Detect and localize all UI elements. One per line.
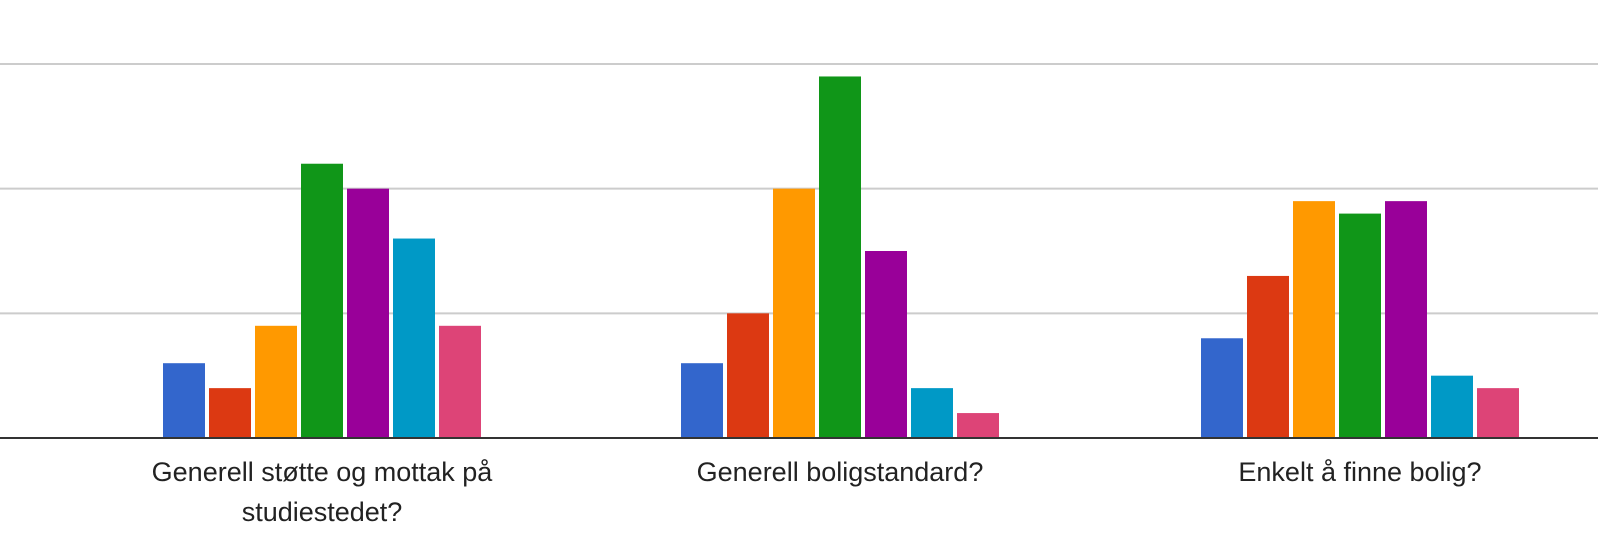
bar-cat2-series2 bbox=[727, 313, 769, 438]
bars bbox=[163, 76, 1519, 438]
bar-cat1-series3 bbox=[255, 325, 297, 438]
category-label-1-line-1: Generell støtte og mottak på bbox=[152, 457, 494, 487]
category-labels: Generell støtte og mottak på studiestedet… bbox=[152, 457, 1482, 527]
category-label-2-line-1: Generell boligstandard? bbox=[697, 457, 984, 487]
bar-cat2-series3 bbox=[773, 188, 815, 438]
category-label-3-line-1: Enkelt å finne bolig? bbox=[1238, 457, 1481, 487]
bar-cat2-series6 bbox=[911, 388, 953, 438]
category-label-3: Enkelt å finne bolig? bbox=[1238, 457, 1481, 487]
bar-cat2-series5 bbox=[865, 251, 907, 438]
bar-cat1-series4 bbox=[301, 163, 343, 438]
category-label-1-line-2: studiestedet? bbox=[242, 497, 403, 527]
bar-cat1-series2 bbox=[209, 388, 251, 438]
bar-cat3-series5 bbox=[1385, 201, 1427, 438]
bar-cat3-series2 bbox=[1247, 275, 1289, 438]
bar-cat3-series4 bbox=[1339, 213, 1381, 438]
bar-cat3-series3 bbox=[1293, 201, 1335, 438]
bar-cat2-series7 bbox=[957, 413, 999, 438]
bar-cat3-series6 bbox=[1431, 375, 1473, 438]
bar-cat3-series1 bbox=[1201, 338, 1243, 438]
bar-cat1-series7 bbox=[439, 325, 481, 438]
bar-cat2-series4 bbox=[819, 76, 861, 438]
category-label-2: Generell boligstandard? bbox=[697, 457, 984, 487]
bar-cat1-series1 bbox=[163, 363, 205, 438]
bar-cat3-series7 bbox=[1477, 388, 1519, 438]
bar-cat1-series5 bbox=[347, 188, 389, 438]
category-label-1: Generell støtte og mottak på studiestedet… bbox=[152, 457, 494, 527]
bar-cat2-series1 bbox=[681, 363, 723, 438]
bar-cat1-series6 bbox=[393, 238, 435, 438]
